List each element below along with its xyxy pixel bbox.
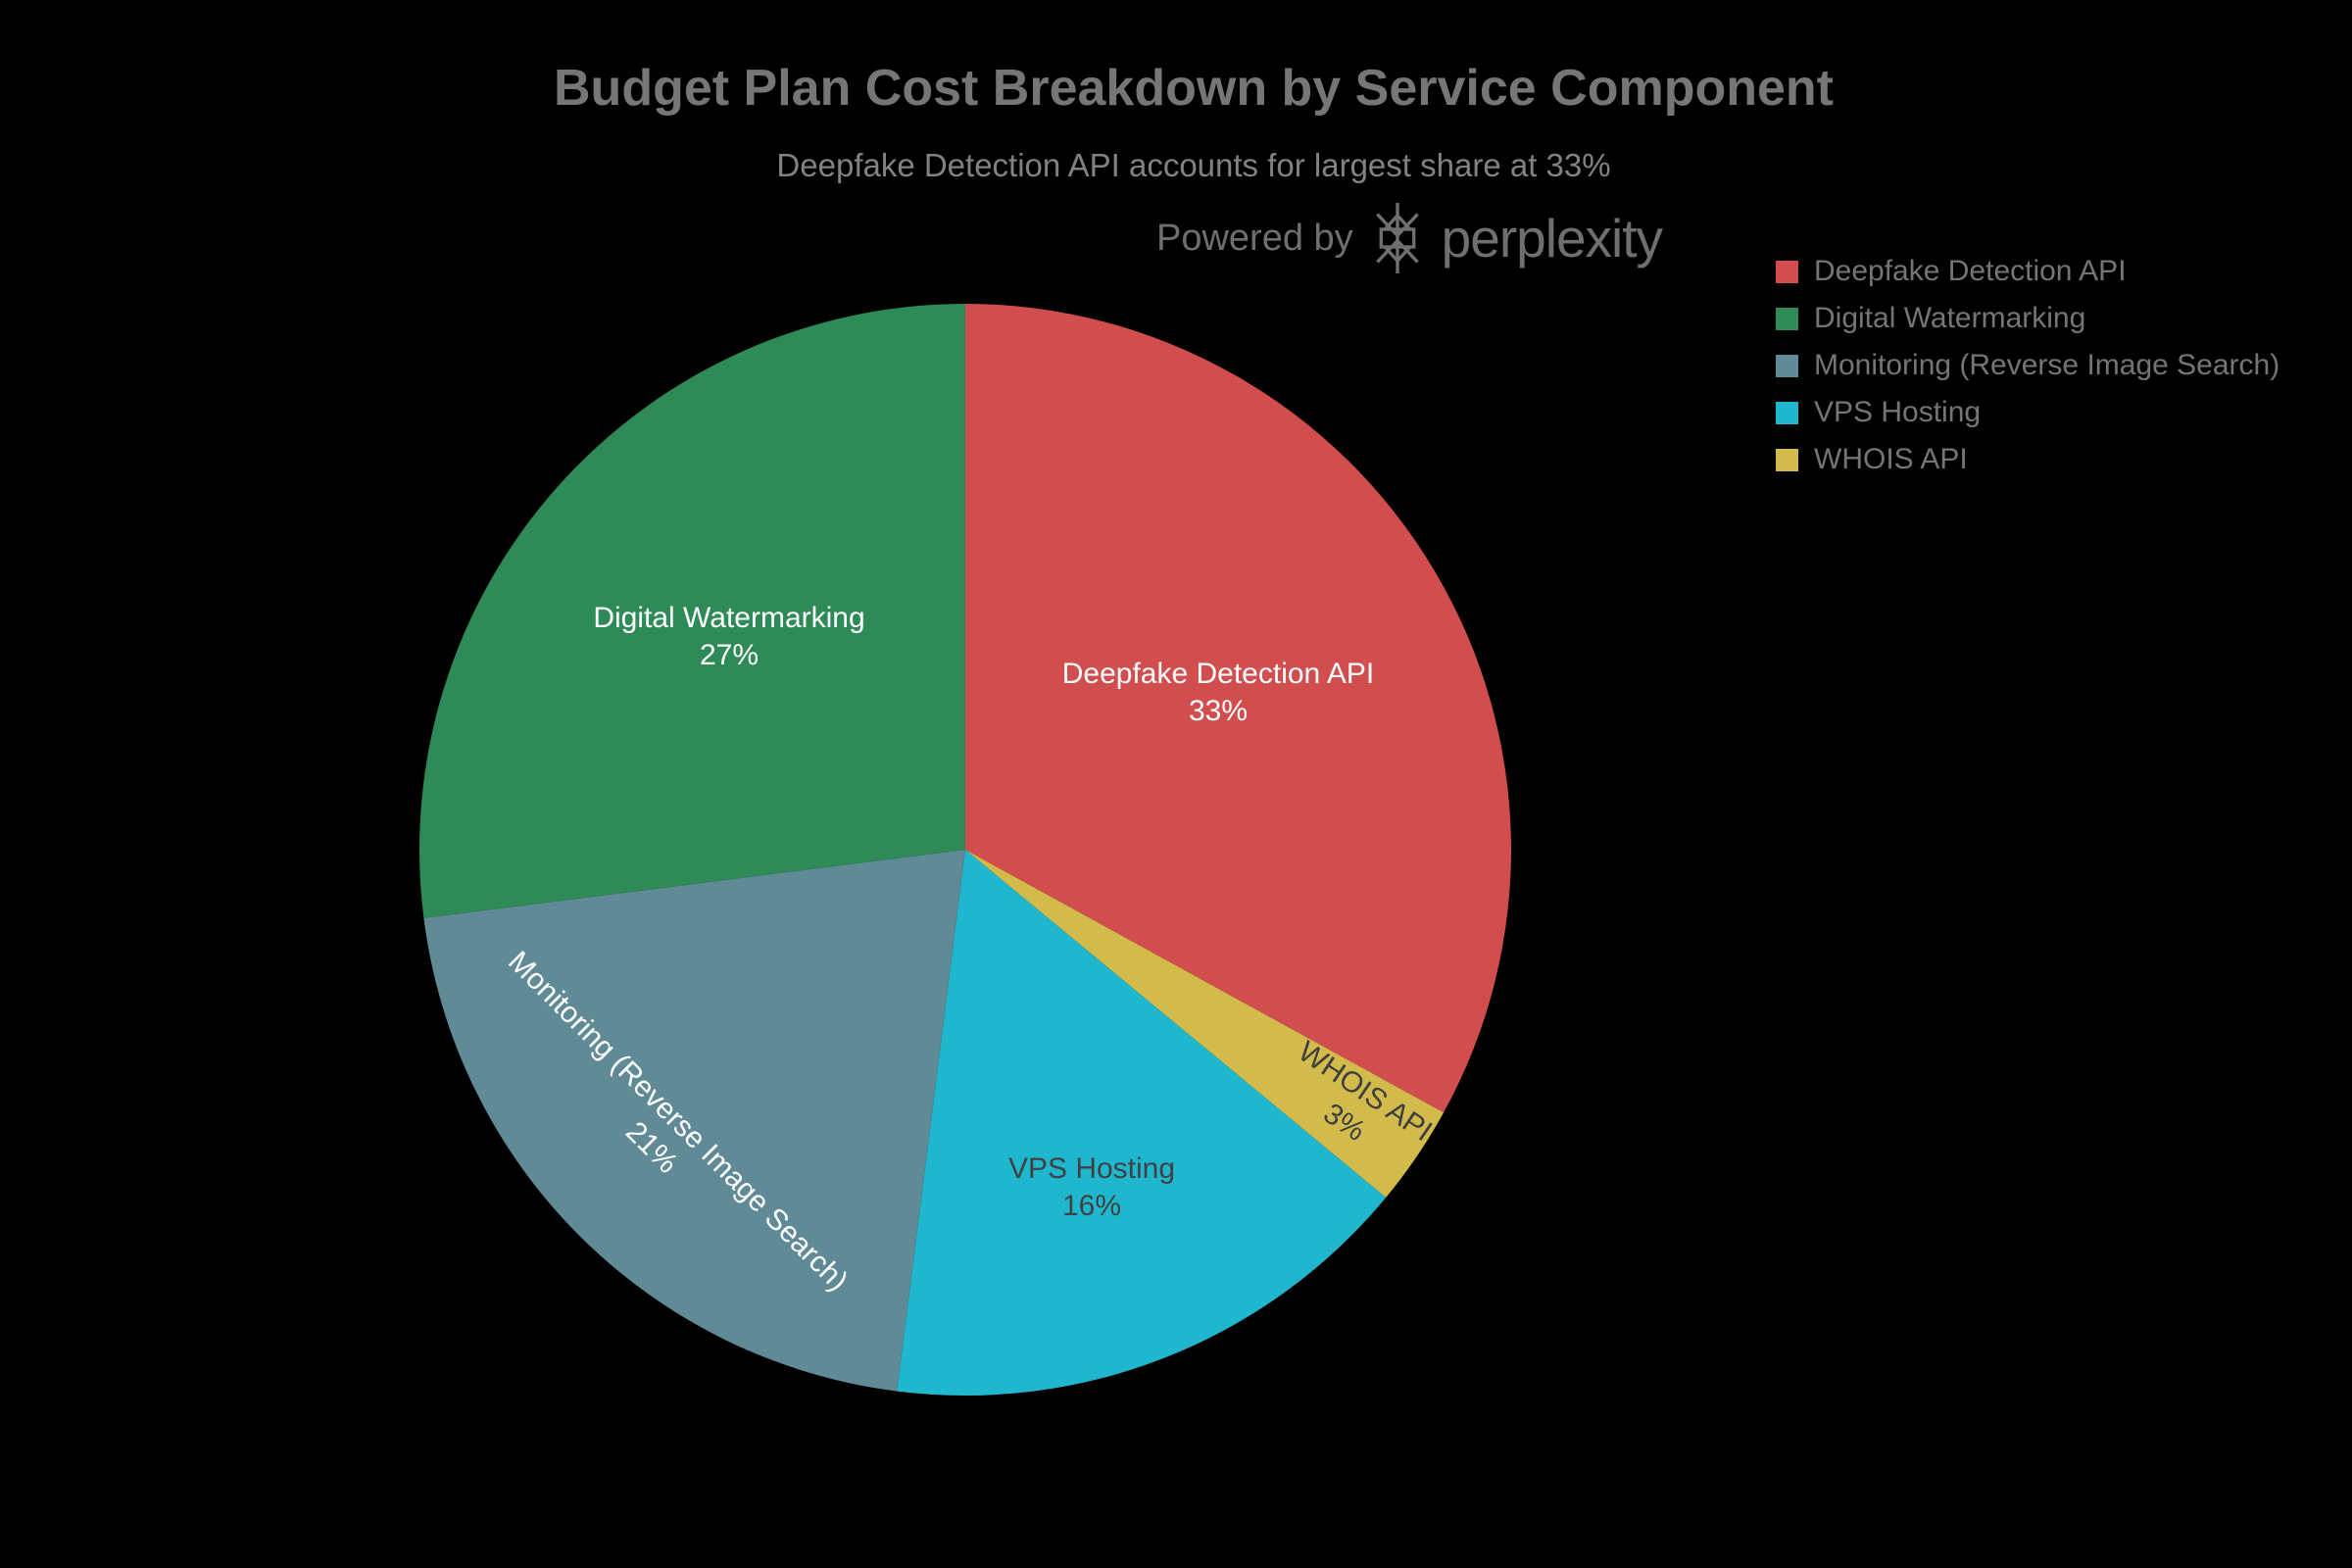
legend: Deepfake Detection API Digital Watermark… [1776,248,2279,483]
pie-slice-deepfake-detection-api[interactable] [965,304,1511,1113]
legend-swatch [1776,307,1798,330]
chart-subtitle: Deepfake Detection API accounts for larg… [776,147,1611,183]
legend-label: VPS Hosting [1814,396,1982,428]
pie-slice-whois-api[interactable] [965,850,1445,1198]
pie-slice-digital-watermarking[interactable] [419,304,965,918]
slice-label-text: Digital Watermarking [593,602,865,634]
legend-item-digital-watermarking[interactable]: Digital Watermarking [1776,295,2279,342]
legend-item-vps-hosting[interactable]: VPS Hosting [1776,389,2279,436]
pie-slice-vps-hosting[interactable] [897,850,1387,1396]
legend-label: Deepfake Detection API [1814,255,2127,287]
slice-label-pct: 33% [1188,695,1249,727]
perplexity-wordmark: perplexity [1441,208,1663,269]
legend-swatch [1776,354,1798,377]
chart-title: Budget Plan Cost Breakdown by Service Co… [554,60,1834,117]
perplexity-logo-icon [1369,203,1426,273]
slice-label-digital-watermarking: Digital Watermarking 27% [593,600,864,674]
pie-slice-monitoring[interactable] [423,850,965,1392]
slice-label-text: VPS Hosting [1007,1152,1176,1185]
legend-label: Monitoring (Reverse Image Search) [1814,349,2280,381]
legend-swatch [1776,401,1798,424]
slice-label-text: Deepfake Detection API [1061,658,1375,690]
legend-swatch [1776,448,1798,471]
powered-by-watermark: Powered by perplexity [1156,198,1663,278]
slice-label-pct: 16% [1061,1190,1122,1222]
legend-item-monitoring[interactable]: Monitoring (Reverse Image Search) [1776,342,2279,389]
legend-label: WHOIS API [1814,443,1968,475]
slice-label-pct: 27% [699,639,760,671]
powered-by-text: Powered by [1156,217,1353,259]
slice-label-deepfake-detection-api: Deepfake Detection API 33% [1062,656,1375,730]
legend-swatch [1776,260,1798,283]
legend-item-whois-api[interactable]: WHOIS API [1776,436,2279,483]
slice-label-vps-hosting: VPS Hosting 16% [1008,1151,1175,1225]
legend-label: Digital Watermarking [1814,302,2086,334]
legend-item-deepfake-detection-api[interactable]: Deepfake Detection API [1776,248,2279,295]
